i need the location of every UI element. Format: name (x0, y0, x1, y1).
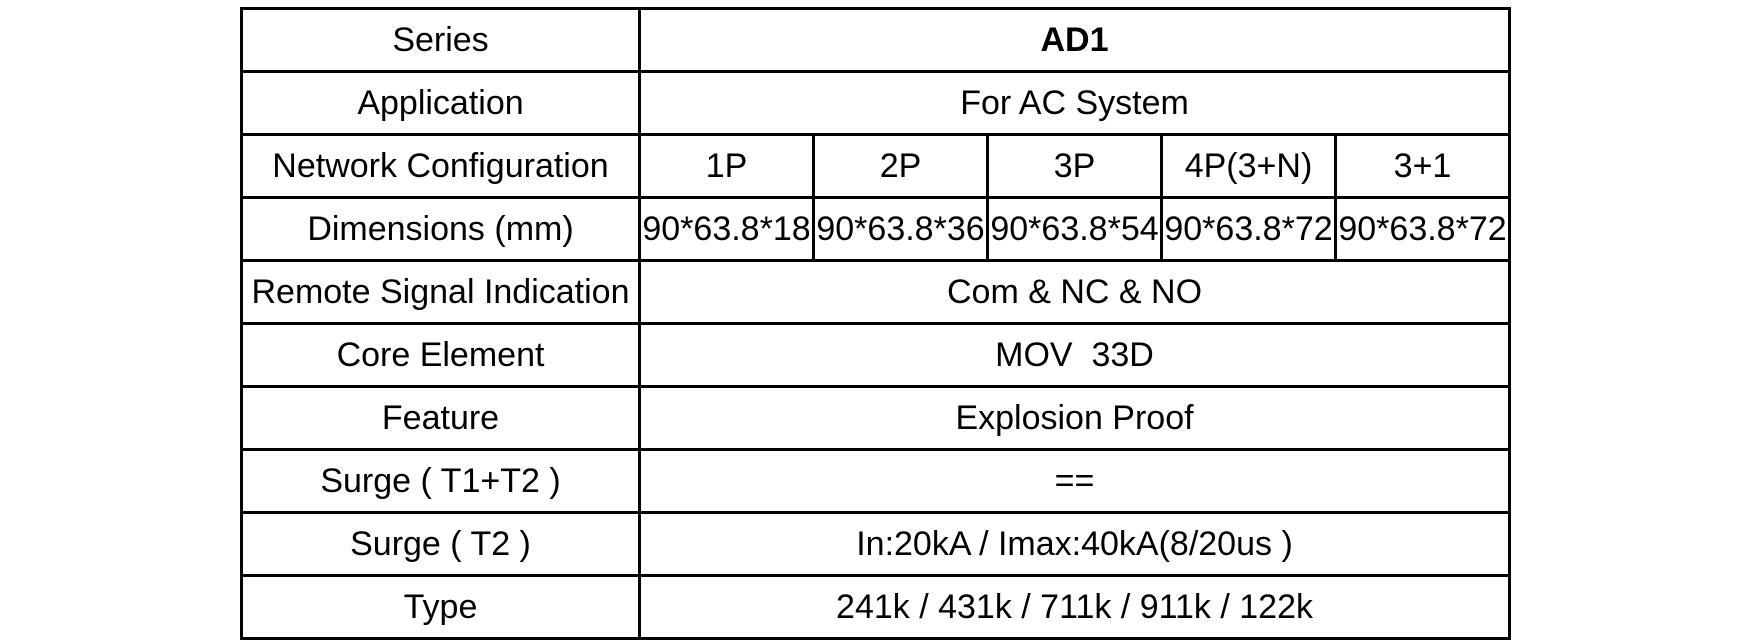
network-config-1p: 1P (638, 133, 815, 199)
table-row-remote-signal: Remote Signal Indication Com & NC & NO (240, 259, 1512, 325)
row-label-surge-t2: Surge ( T2 ) (240, 511, 641, 577)
row-label-surge-t1t2: Surge ( T1+T2 ) (240, 448, 641, 514)
network-config-4p: 4P(3+N) (1160, 133, 1337, 199)
dimensions-4p: 90*63.8*72 (1160, 196, 1337, 262)
table-row-dimensions: Dimensions (mm) 90*63.8*18 90*63.8*36 90… (240, 196, 1512, 262)
row-label-feature: Feature (240, 385, 641, 451)
core-element-value: MOV 33D (637, 322, 1512, 388)
series-value: AD1 (637, 7, 1512, 73)
row-label-application: Application (240, 70, 641, 136)
row-label-series: Series (240, 7, 641, 73)
network-config-2p: 2P (812, 133, 989, 199)
network-config-3plus1: 3+1 (1333, 133, 1512, 199)
feature-value: Explosion Proof (637, 385, 1512, 451)
row-label-dimensions: Dimensions (mm) (240, 196, 641, 262)
table-row-surge-t2: Surge ( T2 ) In:20kA / Imax:40kA(8/20us … (240, 511, 1512, 577)
application-value: For AC System (637, 70, 1512, 136)
table-row-series: Series AD1 (240, 7, 1512, 73)
table-row-surge-t1t2: Surge ( T1+T2 ) == (240, 448, 1512, 514)
surge-t2-value: In:20kA / Imax:40kA(8/20us ) (637, 511, 1512, 577)
remote-signal-value: Com & NC & NO (637, 259, 1512, 325)
row-label-remote-signal: Remote Signal Indication (240, 259, 641, 325)
table-row-feature: Feature Explosion Proof (240, 385, 1512, 451)
surge-t1t2-value: == (637, 448, 1512, 514)
dimensions-2p: 90*63.8*36 (812, 196, 989, 262)
type-value: 241k / 431k / 711k / 911k / 122k (637, 574, 1512, 640)
row-label-type: Type (240, 574, 641, 640)
spec-table-container: Series AD1 Application For AC System Net… (240, 7, 1512, 640)
dimensions-1p: 90*63.8*18 (638, 196, 815, 262)
dimensions-3plus1: 90*63.8*72 (1333, 196, 1512, 262)
table-row-type: Type 241k / 431k / 711k / 911k / 122k (240, 574, 1512, 640)
spec-table: Series AD1 Application For AC System Net… (240, 7, 1512, 640)
table-row-application: Application For AC System (240, 70, 1512, 136)
table-row-network-configuration: Network Configuration 1P 2P 3P 4P(3+N) 3… (240, 133, 1512, 199)
network-config-3p: 3P (986, 133, 1163, 199)
table-row-core-element: Core Element MOV 33D (240, 322, 1512, 388)
row-label-network-configuration: Network Configuration (240, 133, 641, 199)
row-label-core-element: Core Element (240, 322, 641, 388)
dimensions-3p: 90*63.8*54 (986, 196, 1163, 262)
